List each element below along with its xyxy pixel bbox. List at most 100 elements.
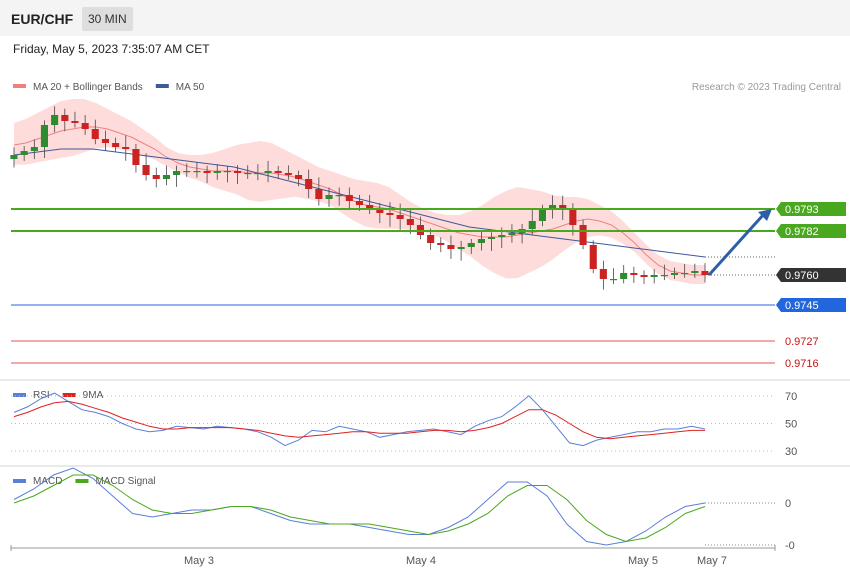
candle-body [457, 247, 465, 249]
candle-body [234, 171, 242, 173]
candle-body [528, 221, 536, 229]
candle-body [538, 209, 546, 221]
x-tick-label: May 7 [697, 555, 727, 567]
candle-body [467, 243, 475, 247]
legend-label: RSI [33, 390, 50, 401]
series-line [13, 400, 705, 440]
candle-body [650, 275, 658, 277]
candle-body [254, 173, 262, 175]
legend-label: MACD [33, 476, 62, 487]
candle-body [437, 243, 445, 245]
candle-body [264, 171, 272, 173]
legend-swatch [62, 393, 76, 397]
candle-body [112, 143, 120, 147]
candle-body [498, 235, 506, 237]
candle-body [355, 201, 363, 205]
candle-body [508, 233, 516, 235]
y-tick-label: 30 [785, 446, 797, 458]
forecast-arrowhead-icon [758, 209, 772, 221]
series-line [13, 392, 706, 447]
timeframe-button[interactable]: 30 MIN [82, 7, 133, 31]
candle-body [61, 115, 69, 121]
legend-swatch [13, 393, 26, 397]
candle-body [671, 273, 679, 275]
candle-body [40, 125, 48, 147]
candle-body [569, 209, 577, 225]
candle-body [162, 175, 170, 179]
candle-body [610, 279, 618, 281]
legend-label: MA 20 + Bollinger Bands [33, 82, 143, 93]
candle-body [579, 225, 587, 245]
pivot-price-tag [776, 298, 846, 312]
series-line [13, 474, 706, 543]
candle-body [559, 205, 567, 209]
candle-body [691, 271, 699, 273]
candle-body [447, 245, 455, 249]
y-tick-label: 70 [785, 391, 797, 403]
legend-label: MA 50 [176, 82, 205, 93]
legend-swatch [13, 84, 26, 88]
price-level-label: 0.9782 [785, 226, 819, 238]
resistance-label: 0.9727 [785, 336, 819, 348]
legend-label: 9MA [83, 390, 104, 401]
candle-body [406, 219, 414, 225]
series-line [13, 467, 706, 546]
candle-body [173, 171, 181, 175]
candle-body [193, 171, 201, 173]
candle-body [10, 155, 18, 159]
legend-swatch [155, 84, 169, 88]
candle-body [427, 235, 435, 243]
support-price-tag [776, 224, 846, 238]
candle-body [488, 237, 496, 239]
candle-body [295, 175, 303, 179]
bollinger-band [14, 99, 705, 284]
candle-body [223, 171, 231, 173]
candle-body [660, 275, 668, 277]
candle-body [20, 151, 28, 155]
candle-body [51, 115, 59, 125]
candle-body [386, 213, 394, 215]
candle-body [335, 195, 343, 197]
candle-body [345, 195, 353, 201]
current-price-label: 0.9760 [785, 270, 819, 282]
legend-swatch [75, 479, 89, 483]
candle-body [244, 173, 252, 175]
candle-body [101, 139, 109, 143]
candle-body [376, 209, 384, 213]
candle-body [142, 165, 150, 175]
candle-body [274, 171, 282, 173]
candle-body [213, 171, 221, 173]
candle-body [599, 269, 607, 279]
copyright-label: Research © 2023 Trading Central [692, 82, 841, 93]
y-tick-label: 50 [785, 419, 797, 431]
candle-body [132, 149, 140, 165]
legend-swatch [13, 479, 26, 483]
symbol-label: EUR/CHF [11, 11, 74, 27]
candle-body [589, 245, 597, 269]
resistance-label: 0.9716 [785, 358, 819, 370]
candle-body [477, 239, 485, 243]
candle-body [366, 205, 374, 209]
candle-body [549, 205, 557, 209]
price-level-label: 0.9745 [785, 300, 819, 312]
legend-label: MACD Signal [95, 476, 155, 487]
candle-body [315, 189, 323, 199]
candle-body [284, 173, 292, 175]
candle-body [681, 273, 689, 275]
candle-body [183, 171, 191, 173]
candle-body [71, 121, 79, 123]
support-price-tag [776, 202, 846, 216]
candle-body [325, 195, 333, 199]
candle-body [30, 147, 38, 151]
x-tick-label: May 3 [184, 555, 214, 567]
candle-body [91, 129, 99, 139]
candle-body [396, 215, 404, 219]
x-tick-label: May 5 [628, 555, 658, 567]
x-tick-label: May 4 [406, 555, 436, 567]
price-level-label: 0.9793 [785, 204, 819, 216]
y-tick-label: 0 [785, 498, 791, 510]
candle-body [640, 275, 648, 277]
candle-body [620, 273, 628, 279]
candle-body [630, 273, 638, 275]
